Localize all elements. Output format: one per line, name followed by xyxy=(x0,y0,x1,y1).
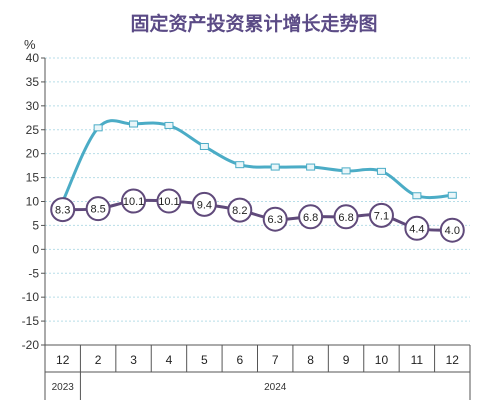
data-label: 8.3 xyxy=(55,205,70,217)
y-tick-label: 15 xyxy=(26,171,40,185)
y-tick-label: 0 xyxy=(32,242,39,256)
x-tick-label: 10 xyxy=(375,353,389,367)
y-tick-label: -20 xyxy=(22,338,40,352)
x-tick-label: 3 xyxy=(130,353,137,367)
x-tick-label: 6 xyxy=(236,353,243,367)
series-1-point xyxy=(50,197,76,223)
y-tick-label: -5 xyxy=(28,266,39,280)
y-tick-label: 30 xyxy=(26,99,40,113)
series-1-point xyxy=(298,204,324,230)
data-label: 10.1 xyxy=(158,196,179,208)
y-tick-label: 35 xyxy=(26,75,40,89)
series-0-point xyxy=(376,167,386,175)
y-axis-ticks: 40 35 30 25 20 15 10 5 0 -5 -10 -15 -20 xyxy=(22,51,40,352)
x-tick-label: 7 xyxy=(272,353,279,367)
series-1-point xyxy=(156,188,182,214)
x-axis-ticks: 12 2 3 4 5 6 7 8 9 10 11 12 2023 2024 xyxy=(52,353,460,393)
data-label: 10.1 xyxy=(123,196,144,208)
series-1-point xyxy=(333,204,359,230)
axes xyxy=(41,57,471,400)
y-tick-label: -10 xyxy=(22,290,40,304)
data-label: 6.8 xyxy=(338,212,353,224)
x-tick-label: 11 xyxy=(411,353,424,367)
series-1-point xyxy=(85,196,111,222)
y-tick-label: 40 xyxy=(26,51,40,65)
y-tick-label: 25 xyxy=(26,123,40,137)
data-label: 8.5 xyxy=(90,204,105,216)
series-line-0 xyxy=(61,119,453,203)
series-0-point xyxy=(412,192,422,200)
y-tick-label: 5 xyxy=(32,218,39,232)
x-tick-label: 9 xyxy=(343,353,350,367)
x-tick-label: 12 xyxy=(56,353,70,367)
data-label: 6.3 xyxy=(268,214,283,226)
series-0-point xyxy=(235,161,245,169)
y-tick-label: 10 xyxy=(26,195,40,209)
y-tick-label: 20 xyxy=(26,147,40,161)
x-tick-label: 4 xyxy=(166,353,173,367)
series-1-point xyxy=(121,188,147,214)
year-label: 2024 xyxy=(264,382,287,393)
series-0-point xyxy=(306,163,316,171)
series-1-point xyxy=(368,202,394,228)
series-0-point xyxy=(447,191,457,199)
gridlines xyxy=(45,57,470,322)
series-1-point xyxy=(262,206,288,232)
series-layer: 8.3 8.5 10.1 10.1 9.4 8.2 6.3 6.8 6.8 7.1 4.4 4.0 xyxy=(50,119,465,243)
y-tick-label: -15 xyxy=(22,314,40,328)
x-tick-label: 2 xyxy=(95,353,102,367)
series-1-point xyxy=(404,215,430,241)
series-0-point xyxy=(199,142,209,150)
x-tick-label: 5 xyxy=(201,353,208,367)
series-1-point xyxy=(191,191,217,217)
series-1-point xyxy=(439,217,465,243)
series-1-point xyxy=(227,197,253,223)
data-label: 4.0 xyxy=(445,225,460,237)
series-0-point xyxy=(164,121,174,129)
data-label: 8.2 xyxy=(232,205,247,217)
x-tick-label: 8 xyxy=(307,353,314,367)
data-label: 9.4 xyxy=(197,199,212,211)
series-0-point xyxy=(341,167,351,175)
series-0-point xyxy=(129,120,139,128)
data-label: 4.4 xyxy=(409,223,424,235)
year-label: 2023 xyxy=(52,382,75,393)
data-label: 7.1 xyxy=(374,210,389,222)
series-0-point xyxy=(93,124,103,132)
y-axis-unit-label: % xyxy=(24,37,36,52)
chart-title: 固定资产投资累计增长走势图 xyxy=(130,12,377,35)
data-label: 6.8 xyxy=(303,212,318,224)
series-0-point xyxy=(270,163,280,171)
x-tick-label: 12 xyxy=(446,353,460,367)
